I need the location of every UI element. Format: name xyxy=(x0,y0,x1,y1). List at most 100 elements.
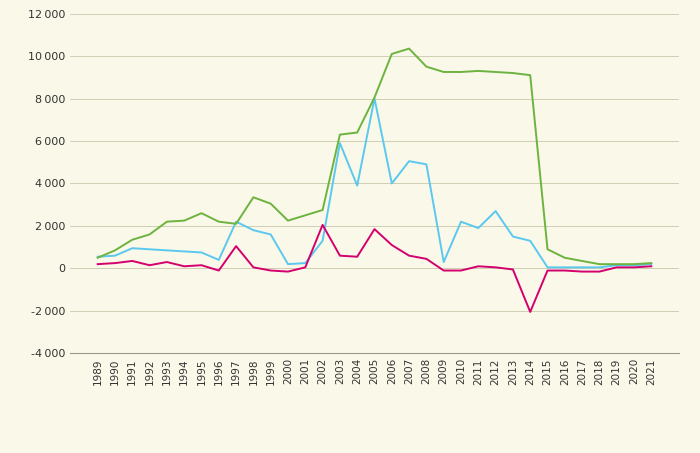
Resultat xyxy=(370,226,379,232)
Egenkapital xyxy=(162,219,171,224)
Anskaffede midler xyxy=(630,262,638,268)
Resultat xyxy=(301,265,309,270)
Egenkapital xyxy=(440,69,448,75)
Resultat xyxy=(474,264,482,269)
Anskaffede midler xyxy=(111,253,119,258)
Resultat xyxy=(509,267,517,272)
Line: Anskaffede midler: Anskaffede midler xyxy=(98,99,651,267)
Resultat xyxy=(612,265,621,270)
Egenkapital xyxy=(491,69,500,75)
Anskaffede midler xyxy=(578,265,587,270)
Anskaffede midler xyxy=(561,265,569,270)
Egenkapital xyxy=(284,218,292,223)
Anskaffede midler xyxy=(543,265,552,270)
Anskaffede midler xyxy=(405,159,413,164)
Resultat xyxy=(440,268,448,273)
Resultat xyxy=(197,262,206,268)
Egenkapital xyxy=(318,207,327,213)
Egenkapital xyxy=(111,248,119,253)
Egenkapital xyxy=(267,201,275,207)
Egenkapital xyxy=(215,219,223,224)
Egenkapital xyxy=(405,46,413,51)
Resultat xyxy=(94,261,102,267)
Egenkapital xyxy=(336,132,344,137)
Resultat xyxy=(422,256,430,261)
Anskaffede midler xyxy=(509,234,517,239)
Egenkapital xyxy=(595,261,603,267)
Resultat xyxy=(630,265,638,270)
Resultat xyxy=(647,264,655,269)
Egenkapital xyxy=(94,255,102,260)
Anskaffede midler xyxy=(94,254,102,260)
Egenkapital xyxy=(232,221,240,226)
Anskaffede midler xyxy=(215,257,223,263)
Egenkapital xyxy=(474,68,482,74)
Resultat xyxy=(111,260,119,266)
Egenkapital xyxy=(543,246,552,252)
Egenkapital xyxy=(612,261,621,267)
Egenkapital xyxy=(180,218,188,223)
Egenkapital xyxy=(249,194,258,200)
Anskaffede midler xyxy=(612,262,621,268)
Resultat xyxy=(146,262,154,268)
Resultat xyxy=(457,268,466,273)
Resultat xyxy=(353,254,361,260)
Anskaffede midler xyxy=(162,248,171,253)
Anskaffede midler xyxy=(647,261,655,267)
Egenkapital xyxy=(526,72,534,78)
Anskaffede midler xyxy=(370,96,379,101)
Anskaffede midler xyxy=(249,227,258,233)
Resultat xyxy=(215,268,223,273)
Line: Resultat: Resultat xyxy=(98,225,651,312)
Anskaffede midler xyxy=(146,246,154,252)
Resultat xyxy=(162,259,171,265)
Resultat xyxy=(405,253,413,258)
Resultat xyxy=(526,309,534,315)
Anskaffede midler xyxy=(353,183,361,188)
Resultat xyxy=(388,242,396,248)
Egenkapital xyxy=(370,95,379,100)
Resultat xyxy=(543,268,552,273)
Resultat xyxy=(491,265,500,270)
Resultat xyxy=(561,268,569,273)
Egenkapital xyxy=(647,260,655,266)
Resultat xyxy=(318,222,327,227)
Resultat xyxy=(249,265,258,270)
Anskaffede midler xyxy=(440,259,448,265)
Anskaffede midler xyxy=(526,238,534,244)
Egenkapital xyxy=(388,51,396,57)
Anskaffede midler xyxy=(197,250,206,255)
Resultat xyxy=(232,243,240,249)
Egenkapital xyxy=(422,64,430,69)
Anskaffede midler xyxy=(180,249,188,254)
Anskaffede midler xyxy=(301,260,309,266)
Egenkapital xyxy=(197,211,206,216)
Resultat xyxy=(284,269,292,275)
Egenkapital xyxy=(561,255,569,260)
Anskaffede midler xyxy=(284,261,292,267)
Line: Egenkapital: Egenkapital xyxy=(98,48,651,264)
Egenkapital xyxy=(630,261,638,267)
Anskaffede midler xyxy=(491,208,500,214)
Resultat xyxy=(180,264,188,269)
Anskaffede midler xyxy=(457,219,466,224)
Anskaffede midler xyxy=(474,225,482,231)
Anskaffede midler xyxy=(318,238,327,244)
Resultat xyxy=(578,269,587,275)
Resultat xyxy=(128,258,136,264)
Anskaffede midler xyxy=(595,265,603,270)
Egenkapital xyxy=(578,258,587,264)
Anskaffede midler xyxy=(388,181,396,186)
Egenkapital xyxy=(457,69,466,75)
Resultat xyxy=(336,253,344,258)
Anskaffede midler xyxy=(422,162,430,167)
Egenkapital xyxy=(353,130,361,135)
Resultat xyxy=(595,269,603,275)
Anskaffede midler xyxy=(336,140,344,146)
Resultat xyxy=(267,268,275,273)
Egenkapital xyxy=(509,70,517,76)
Anskaffede midler xyxy=(128,246,136,251)
Anskaffede midler xyxy=(232,219,240,224)
Egenkapital xyxy=(128,237,136,242)
Anskaffede midler xyxy=(267,232,275,237)
